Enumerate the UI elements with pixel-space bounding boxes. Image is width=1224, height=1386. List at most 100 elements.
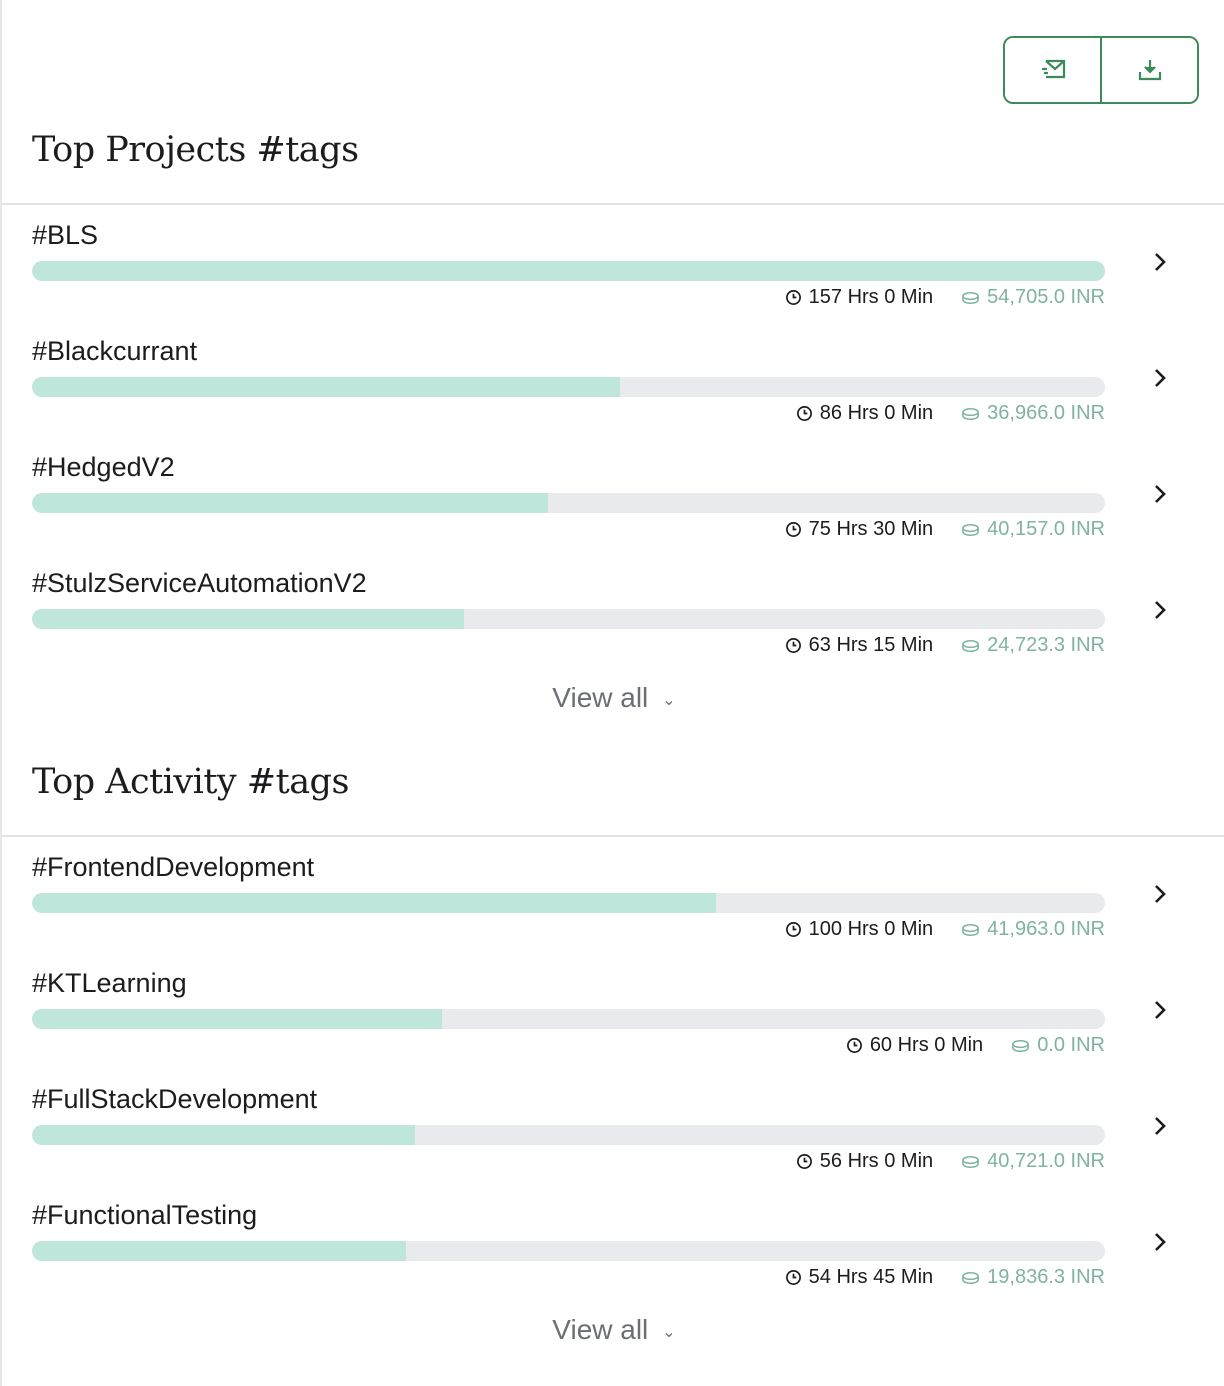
coin-icon	[962, 407, 980, 420]
amount: 19,836.3 INR	[961, 1266, 1105, 1289]
chevron-down-icon: ⌄	[662, 1323, 676, 1341]
amount-value: 36,966.0 INR	[987, 402, 1105, 424]
tag-name: #FullStackDevelopment	[32, 1084, 318, 1114]
tag-meta: 56 Hrs 0 Min 40,721.0 INR	[796, 1150, 1105, 1173]
coin-icon	[962, 1271, 980, 1284]
tag-name: #HedgedV2	[32, 452, 175, 482]
amount: 36,966.0 INR	[961, 402, 1105, 425]
divider	[2, 835, 1224, 837]
email-send-icon	[1041, 59, 1065, 79]
coin-icon	[962, 1155, 980, 1168]
activities-view-all-button[interactable]: View all ⌄	[2, 1314, 1224, 1346]
tag-row[interactable]: #StulzServiceAutomationV2 63 Hrs 15 Min …	[2, 554, 1224, 670]
progress-bar	[32, 1241, 1105, 1261]
hours-value: 54 Hrs 45 Min	[808, 1266, 934, 1288]
clock-icon	[785, 922, 801, 937]
hours: 54 Hrs 45 Min	[785, 1266, 934, 1289]
amount: 40,157.0 INR	[961, 518, 1105, 541]
chevron-right-icon[interactable]	[1148, 366, 1172, 390]
chevron-right-icon[interactable]	[1148, 598, 1172, 622]
activities-section-title: Top Activity #tags	[32, 762, 349, 802]
download-button[interactable]	[1100, 38, 1197, 102]
progress-fill	[32, 261, 1105, 281]
chevron-right-icon[interactable]	[1148, 882, 1172, 906]
email-report-button[interactable]	[1005, 38, 1100, 102]
progress-bar	[32, 493, 1105, 513]
action-button-group	[1003, 36, 1199, 104]
amount-value: 54,705.0 INR	[987, 286, 1105, 308]
hours-value: 100 Hrs 0 Min	[808, 918, 934, 940]
chevron-right-icon[interactable]	[1148, 1230, 1172, 1254]
chevron-right-icon[interactable]	[1148, 998, 1172, 1022]
tag-row[interactable]: #Blackcurrant 86 Hrs 0 Min 36,966.0 INR	[2, 322, 1224, 438]
hours: 63 Hrs 15 Min	[785, 634, 934, 657]
tag-meta: 63 Hrs 15 Min 24,723.3 INR	[785, 634, 1105, 657]
hours: 100 Hrs 0 Min	[785, 918, 934, 941]
progress-bar	[32, 261, 1105, 281]
progress-fill	[32, 493, 549, 513]
tag-meta: 54 Hrs 45 Min 19,836.3 INR	[785, 1266, 1105, 1289]
view-all-label: View all	[552, 1314, 649, 1345]
tag-name: #KTLearning	[32, 968, 187, 998]
clock-icon	[785, 638, 801, 653]
download-icon	[1138, 60, 1161, 81]
coin-icon	[962, 639, 980, 652]
clock-icon	[785, 290, 801, 305]
clock-icon	[785, 1270, 801, 1285]
clock-icon	[846, 1038, 862, 1053]
progress-bar	[32, 1009, 1105, 1029]
progress-bar	[32, 377, 1105, 397]
hours-value: 86 Hrs 0 Min	[819, 402, 934, 424]
hours-value: 56 Hrs 0 Min	[819, 1150, 934, 1172]
tag-meta: 100 Hrs 0 Min 41,963.0 INR	[785, 918, 1105, 941]
tag-row[interactable]: #FullStackDevelopment 56 Hrs 0 Min 40,72…	[2, 1070, 1224, 1186]
projects-view-all-button[interactable]: View all ⌄	[2, 682, 1224, 714]
hours-value: 157 Hrs 0 Min	[808, 286, 934, 308]
tag-name: #Blackcurrant	[32, 336, 198, 366]
amount-value: 40,721.0 INR	[987, 1150, 1105, 1172]
amount-value: 24,723.3 INR	[987, 634, 1105, 656]
clock-icon	[796, 1154, 812, 1169]
tag-row[interactable]: #KTLearning 60 Hrs 0 Min 0.0 INR	[2, 954, 1224, 1070]
hours-value: 63 Hrs 15 Min	[808, 634, 934, 656]
amount: 41,963.0 INR	[961, 918, 1105, 941]
coin-icon	[962, 523, 980, 536]
progress-fill	[32, 1009, 442, 1029]
tag-row[interactable]: #FunctionalTesting 54 Hrs 45 Min 19,836.…	[2, 1186, 1224, 1302]
amount-value: 19,836.3 INR	[987, 1266, 1105, 1288]
tag-row[interactable]: #HedgedV2 75 Hrs 30 Min 40,157.0 INR	[2, 438, 1224, 554]
progress-fill	[32, 1241, 407, 1261]
amount-value: 0.0 INR	[1037, 1034, 1105, 1056]
chevron-right-icon[interactable]	[1148, 1114, 1172, 1138]
tag-name: #StulzServiceAutomationV2	[32, 568, 367, 598]
projects-section-title: Top Projects #tags	[32, 130, 359, 170]
hours: 60 Hrs 0 Min	[846, 1034, 983, 1057]
amount: 54,705.0 INR	[961, 286, 1105, 309]
chevron-down-icon: ⌄	[662, 691, 676, 709]
chevron-right-icon[interactable]	[1148, 250, 1172, 274]
progress-fill	[32, 1125, 416, 1145]
clock-icon	[785, 522, 801, 537]
clock-icon	[796, 406, 812, 421]
amount: 0.0 INR	[1011, 1034, 1105, 1057]
chevron-right-icon[interactable]	[1148, 482, 1172, 506]
tag-meta: 86 Hrs 0 Min 36,966.0 INR	[796, 402, 1105, 425]
tag-name: #BLS	[32, 220, 99, 250]
hours: 56 Hrs 0 Min	[796, 1150, 933, 1173]
hours: 86 Hrs 0 Min	[796, 402, 933, 425]
view-all-label: View all	[552, 682, 649, 713]
progress-fill	[32, 609, 465, 629]
tag-row[interactable]: #BLS 157 Hrs 0 Min 54,705.0 INR	[2, 206, 1224, 322]
coin-icon	[962, 923, 980, 936]
hours-value: 60 Hrs 0 Min	[869, 1034, 984, 1056]
hours: 75 Hrs 30 Min	[785, 518, 934, 541]
amount: 40,721.0 INR	[961, 1150, 1105, 1173]
progress-bar	[32, 609, 1105, 629]
hours: 157 Hrs 0 Min	[785, 286, 934, 309]
tag-name: #FrontendDevelopment	[32, 852, 315, 882]
amount: 24,723.3 INR	[961, 634, 1105, 657]
hours-value: 75 Hrs 30 Min	[808, 518, 934, 540]
coin-icon	[1012, 1039, 1030, 1052]
amount-value: 41,963.0 INR	[987, 918, 1105, 940]
tag-row[interactable]: #FrontendDevelopment 100 Hrs 0 Min 41,96…	[2, 838, 1224, 954]
